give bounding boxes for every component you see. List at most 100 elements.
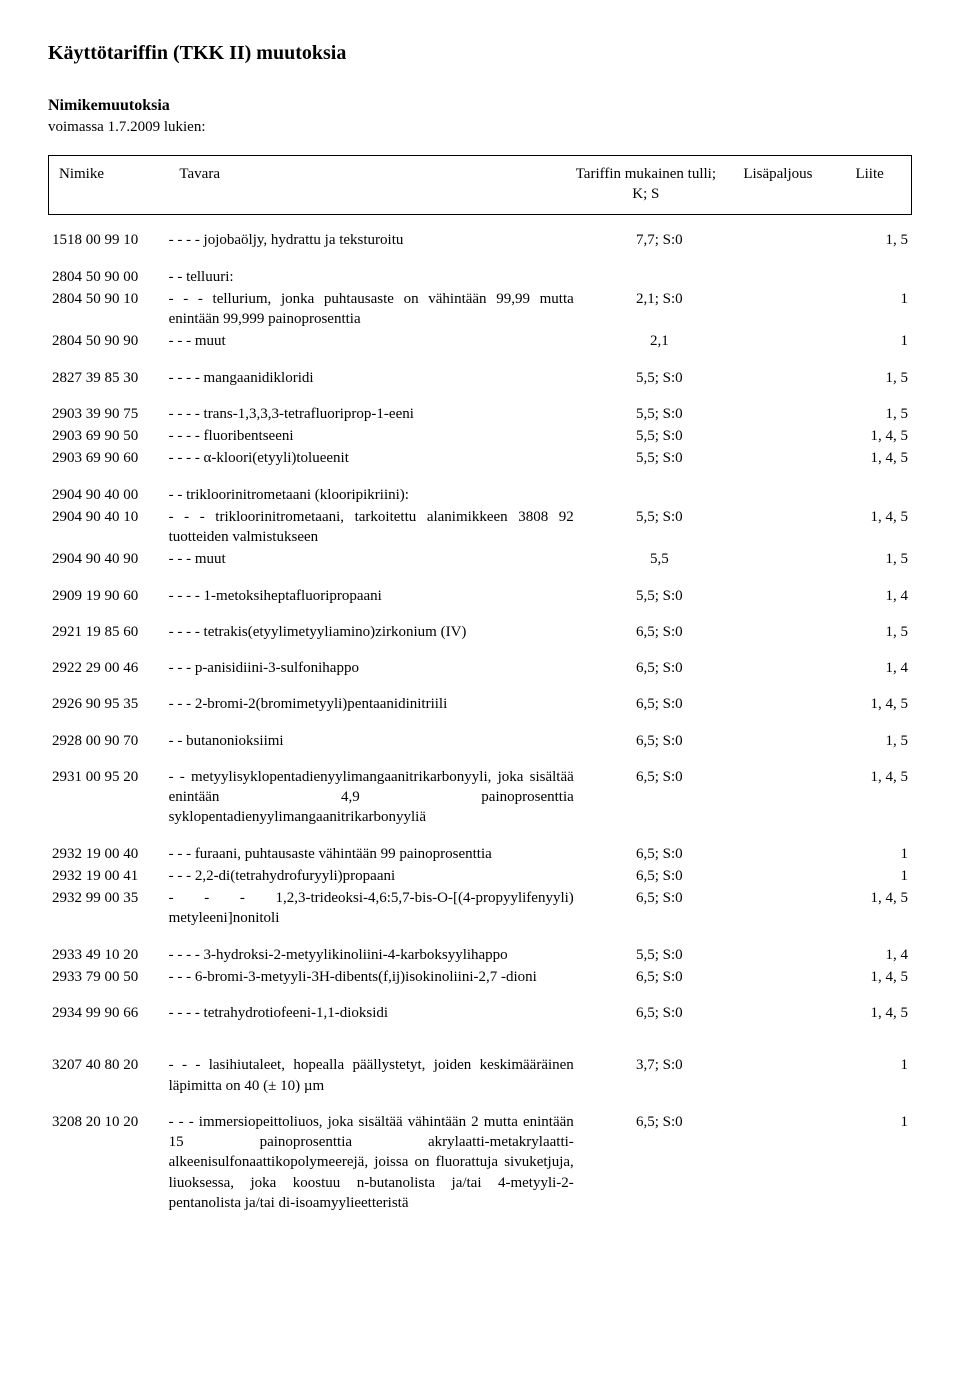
- cell-tavara: - - - muut: [165, 330, 578, 352]
- cell-lisapaljous: [741, 766, 836, 768]
- cell-nimike: 2903 69 90 50: [48, 425, 165, 447]
- table-row: 2904 90 40 00- - trikloorinitrometaani (…: [48, 484, 912, 506]
- table-row: 3208 20 10 20- - - immersiopeittoliuos, …: [48, 1111, 912, 1214]
- table-row: 2909 19 90 60- - - - 1-metoksiheptafluor…: [48, 585, 912, 607]
- cell-tavara: - - telluuri:: [165, 266, 578, 288]
- cell-tariff: 5,5; S:0: [578, 506, 741, 528]
- cell-nimike: 2804 50 90 90: [48, 330, 165, 352]
- cell-tavara: - - trikloorinitrometaani (klooripikriin…: [165, 484, 578, 506]
- cell-liite: 1, 4, 5: [836, 506, 912, 528]
- cell-tariff: 7,7; S:0: [578, 229, 741, 251]
- cell-tariff: [578, 266, 741, 268]
- cell-nimike: 2909 19 90 60: [48, 585, 165, 607]
- cell-tariff: 5,5; S:0: [578, 425, 741, 447]
- cell-liite: 1, 4, 5: [836, 447, 912, 469]
- cell-tariff: 5,5; S:0: [578, 585, 741, 607]
- page-title: Käyttötariffin (TKK II) muutoksia: [48, 40, 912, 67]
- cell-tavara: - - - immersiopeittoliuos, joka sisältää…: [165, 1111, 578, 1214]
- cell-liite: [836, 266, 912, 268]
- cell-liite: 1, 5: [836, 548, 912, 570]
- table-row: 2933 49 10 20- - - - 3-hydroksi-2-metyyl…: [48, 944, 912, 966]
- cell-liite: 1, 4, 5: [836, 887, 912, 909]
- cell-lisapaljous: [741, 1054, 836, 1056]
- cell-lisapaljous: [741, 548, 836, 550]
- cell-lisapaljous: [741, 843, 836, 845]
- cell-tariff: 6,5; S:0: [578, 621, 741, 643]
- cell-tavara: - - metyylisyklopentadienyylimangaanitri…: [165, 766, 578, 829]
- cell-liite: 1: [836, 288, 912, 310]
- cell-lisapaljous: [741, 403, 836, 405]
- cell-nimike: 2933 79 00 50: [48, 966, 165, 988]
- table-row: 2932 99 00 35- - - 1,2,3-trideoksi-4,6:5…: [48, 887, 912, 930]
- cell-liite: 1: [836, 1111, 912, 1133]
- cell-tavara: - - - 2-bromi-2(bromimetyyli)pentaanidin…: [165, 693, 578, 715]
- table-row: 2903 69 90 60- - - - α-kloori(etyyli)tol…: [48, 447, 912, 469]
- table-row: 2804 50 90 90- - - muut2,11: [48, 330, 912, 352]
- cell-tariff: 5,5; S:0: [578, 367, 741, 389]
- cell-lisapaljous: [741, 288, 836, 290]
- table-row: 2922 29 00 46- - - p-anisidiini-3-sulfon…: [48, 657, 912, 679]
- cell-nimike: 3208 20 10 20: [48, 1111, 165, 1133]
- cell-liite: 1: [836, 1054, 912, 1076]
- table-row: 2934 99 90 66- - - - tetrahydrotiofeeni-…: [48, 1002, 912, 1024]
- cell-lisapaljous: [741, 229, 836, 231]
- cell-nimike: 2804 50 90 00: [48, 266, 165, 288]
- table-row: 2903 69 90 50- - - - fluoribentseeni5,5;…: [48, 425, 912, 447]
- header-tariff: Tariffin mukainen tulli; K; S: [564, 156, 727, 215]
- cell-nimike: 2804 50 90 10: [48, 288, 165, 310]
- cell-lisapaljous: [741, 966, 836, 968]
- cell-tavara: - - - - jojobaöljy, hydrattu ja teksturo…: [165, 229, 578, 251]
- section-subtitle: Nimikemuutoksia: [48, 95, 912, 117]
- cell-nimike: 2931 00 95 20: [48, 766, 165, 788]
- cell-tavara: - - - muut: [165, 548, 578, 570]
- cell-tariff: 5,5; S:0: [578, 447, 741, 469]
- cell-liite: 1, 4, 5: [836, 1002, 912, 1024]
- cell-lisapaljous: [741, 865, 836, 867]
- cell-tariff: 6,5; S:0: [578, 693, 741, 715]
- cell-liite: 1, 5: [836, 367, 912, 389]
- cell-tariff: 6,5; S:0: [578, 865, 741, 887]
- cell-tavara: - - - - tetrahydrotiofeeni-1,1-dioksidi: [165, 1002, 578, 1024]
- cell-lisapaljous: [741, 1111, 836, 1113]
- cell-nimike: 2922 29 00 46: [48, 657, 165, 679]
- table-row: 2932 19 00 40- - - furaani, puhtausaste …: [48, 843, 912, 865]
- cell-liite: [836, 484, 912, 486]
- table-row: 2904 90 40 90- - - muut5,51, 5: [48, 548, 912, 570]
- header-liite: Liite: [828, 156, 911, 215]
- cell-nimike: 2903 69 90 60: [48, 447, 165, 469]
- cell-tariff: 2,1; S:0: [578, 288, 741, 310]
- cell-tavara: - - - - α-kloori(etyyli)tolueenit: [165, 447, 578, 469]
- section-subnote: voimassa 1.7.2009 lukien:: [48, 117, 912, 137]
- header-lisapaljous: Lisäpaljous: [728, 156, 829, 215]
- cell-tavara: - - - - trans-1,3,3,3-tetrafluoriprop-1-…: [165, 403, 578, 425]
- cell-lisapaljous: [741, 506, 836, 508]
- cell-tariff: 6,5; S:0: [578, 766, 741, 788]
- cell-nimike: 2934 99 90 66: [48, 1002, 165, 1024]
- cell-nimike: 2926 90 95 35: [48, 693, 165, 715]
- cell-lisapaljous: [741, 330, 836, 332]
- cell-liite: 1, 5: [836, 229, 912, 251]
- cell-lisapaljous: [741, 266, 836, 268]
- cell-lisapaljous: [741, 657, 836, 659]
- cell-lisapaljous: [741, 887, 836, 889]
- cell-nimike: 2827 39 85 30: [48, 367, 165, 389]
- table-row: 2928 00 90 70- - butanonioksiimi6,5; S:0…: [48, 730, 912, 752]
- cell-nimike: 2928 00 90 70: [48, 730, 165, 752]
- cell-liite: 1, 4, 5: [836, 966, 912, 988]
- cell-tavara: - - - 2,2-di(tetrahydrofuryyli)propaani: [165, 865, 578, 887]
- table-row: 2804 50 90 00- - telluuri:: [48, 266, 912, 288]
- cell-tavara: - - - - 1-metoksiheptafluoripropaani: [165, 585, 578, 607]
- cell-tavara: - - - 6-bromi-3-metyyli-3H-dibents(f,ij)…: [165, 966, 578, 988]
- table-body: 1518 00 99 10- - - - jojobaöljy, hydratt…: [48, 215, 912, 1214]
- cell-nimike: 2903 39 90 75: [48, 403, 165, 425]
- header-tavara: Tavara: [169, 156, 564, 215]
- cell-tavara: - - - 1,2,3-trideoksi-4,6:5,7-bis-O-[(4-…: [165, 887, 578, 930]
- table-row: 2827 39 85 30- - - - mangaanidikloridi5,…: [48, 367, 912, 389]
- table-row: 3207 40 80 20- - - lasihiutaleet, hopeal…: [48, 1054, 912, 1097]
- cell-tavara: - - butanonioksiimi: [165, 730, 578, 752]
- header-tariff-line1: Tariffin mukainen tulli;: [576, 166, 716, 182]
- table-row: 2921 19 85 60- - - - tetrakis(etyylimety…: [48, 621, 912, 643]
- cell-liite: 1: [836, 865, 912, 887]
- cell-nimike: 2904 90 40 10: [48, 506, 165, 528]
- cell-liite: 1, 4: [836, 585, 912, 607]
